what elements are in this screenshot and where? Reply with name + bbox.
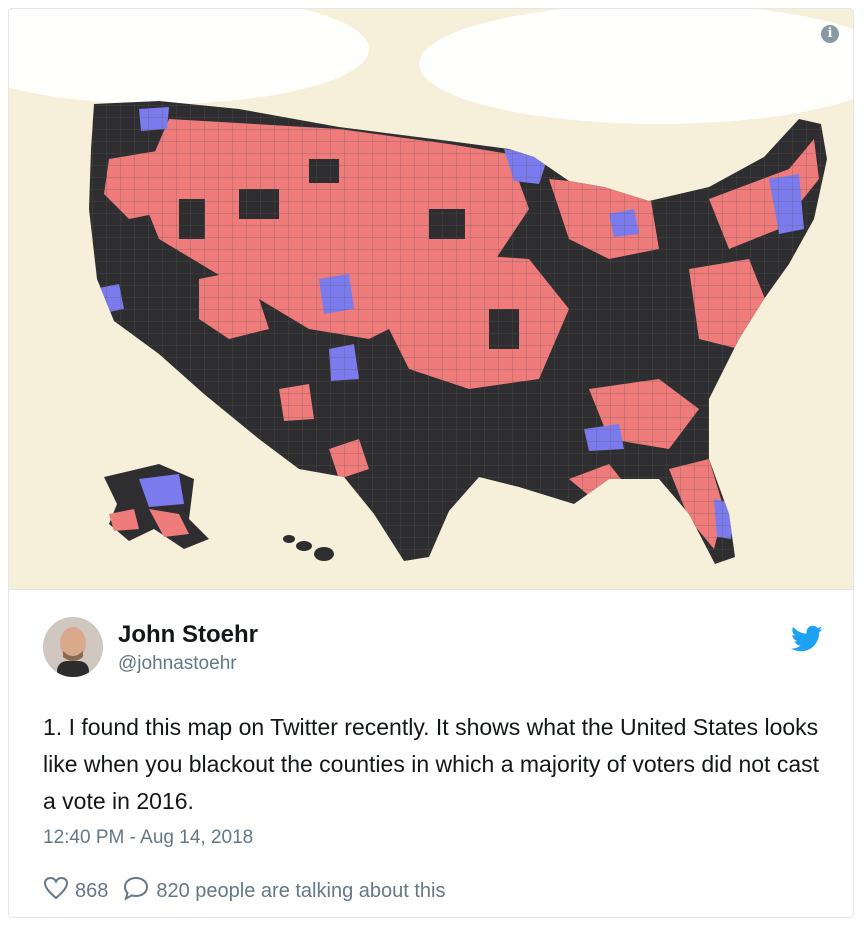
tweet-timestamp[interactable]: 12:40 PM - Aug 14, 2018	[43, 827, 254, 848]
tweet-actions: 868 820 people are talking about this	[43, 875, 445, 907]
speech-bubble-icon	[122, 875, 150, 907]
tweet-header: John Stoehr @johnastoehr	[43, 617, 823, 681]
like-button[interactable]: 868	[43, 876, 108, 906]
heart-icon	[43, 876, 69, 906]
info-icon[interactable]: i	[821, 25, 839, 43]
like-count: 868	[75, 879, 109, 902]
reply-button[interactable]: 820 people are talking about this	[122, 875, 445, 907]
map-image[interactable]: i	[9, 9, 853, 590]
avatar[interactable]	[43, 617, 103, 677]
twitter-bird-icon[interactable]	[791, 625, 823, 653]
author-handle[interactable]: @johnastoehr	[118, 653, 237, 674]
conversation-count: 820 people are talking about this	[156, 879, 446, 902]
tweet-card: i John Stoehr @johnastoehr 1. I found th…	[8, 8, 854, 918]
tweet-text: 1. I found this map on Twitter recently.…	[43, 714, 820, 814]
author-name[interactable]: John Stoehr	[118, 621, 259, 648]
